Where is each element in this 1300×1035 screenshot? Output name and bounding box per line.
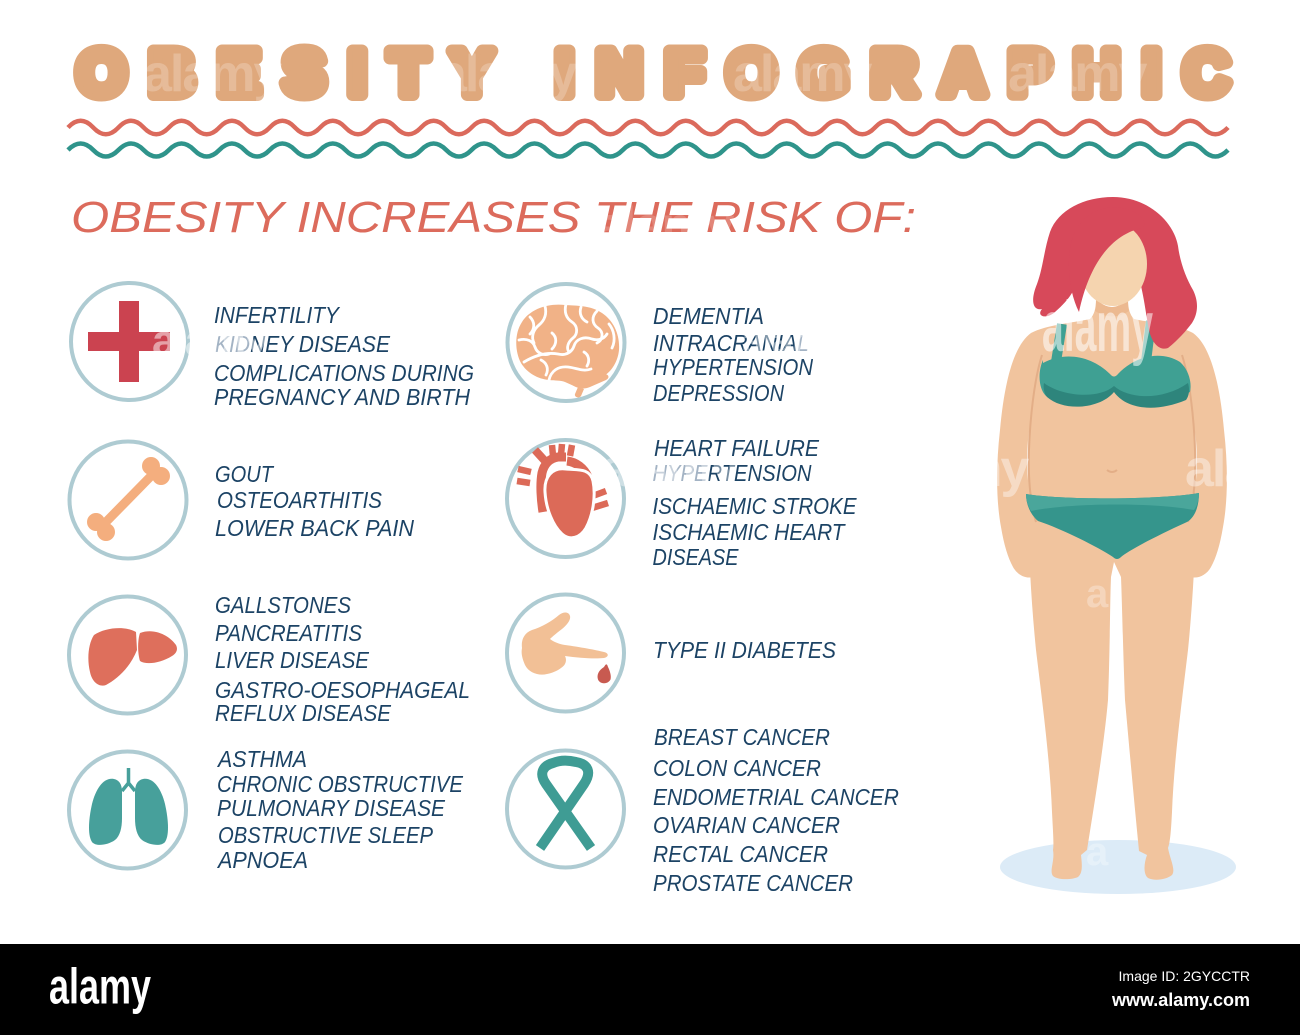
svg-text:OBESITY INCREASES THE RISK OF:: OBESITY INCREASES THE RISK OF: [71, 193, 916, 242]
svg-text:ISCHAEMIC HEART: ISCHAEMIC HEART [653, 519, 846, 545]
svg-text:PROSTATE CANCER: PROSTATE CANCER [653, 870, 853, 896]
svg-text:OSTEOARTHITIS: OSTEOARTHITIS [217, 487, 382, 513]
svg-text:DISEASE: DISEASE [653, 544, 739, 570]
svg-text:GASTRO-OESOPHAGEAL: GASTRO-OESOPHAGEAL [215, 677, 470, 703]
svg-text:INFERTILITY: INFERTILITY [214, 302, 341, 328]
svg-text:GALLSTONES: GALLSTONES [215, 592, 351, 618]
svg-text:HEART FAILURE: HEART FAILURE [654, 435, 819, 461]
svg-text:INTRACRANIAL: INTRACRANIAL [653, 330, 809, 356]
svg-text:OVARIAN CANCER: OVARIAN CANCER [653, 812, 840, 838]
svg-text:ISCHAEMIC STROKE: ISCHAEMIC STROKE [653, 493, 857, 519]
svg-text:OBSTRUCTIVE SLEEP: OBSTRUCTIVE SLEEP [218, 822, 433, 848]
svg-text:PULMONARY DISEASE: PULMONARY DISEASE [217, 795, 445, 821]
svg-text:HYPERTENSION: HYPERTENSION [653, 460, 812, 486]
svg-text:COLON CANCER: COLON CANCER [653, 755, 821, 781]
svg-text:COMPLICATIONS DURING: COMPLICATIONS DURING [214, 360, 474, 386]
svg-text:GOUT: GOUT [215, 461, 274, 487]
svg-text:REFLUX DISEASE: REFLUX DISEASE [215, 700, 391, 726]
svg-text:BREAST CANCER: BREAST CANCER [654, 724, 830, 750]
svg-text:PREGNANCY AND BIRTH: PREGNANCY AND BIRTH [214, 384, 470, 410]
svg-text:LIVER DISEASE: LIVER DISEASE [215, 647, 369, 673]
svg-text:APNOEA: APNOEA [216, 847, 308, 873]
svg-text:TYPE II DIABETES: TYPE II DIABETES [653, 637, 836, 663]
svg-text:CHRONIC OBSTRUCTIVE: CHRONIC OBSTRUCTIVE [217, 771, 463, 797]
svg-text:LOWER BACK PAIN: LOWER BACK PAIN [215, 515, 414, 541]
svg-text:DEPRESSION: DEPRESSION [653, 380, 784, 406]
svg-text:RECTAL CANCER: RECTAL CANCER [653, 841, 828, 867]
svg-text:ASTHMA: ASTHMA [216, 746, 307, 772]
svg-text:alamy: alamy [49, 959, 151, 1015]
svg-text:KIDNEY DISEASE: KIDNEY DISEASE [215, 331, 390, 357]
svg-text:alamy: alamy [1042, 288, 1153, 367]
svg-text:PANCREATITIS: PANCREATITIS [215, 620, 362, 646]
svg-text:HYPERTENSION: HYPERTENSION [653, 354, 813, 380]
svg-text:ENDOMETRIAL CANCER: ENDOMETRIAL CANCER [653, 784, 899, 810]
svg-text:DEMENTIA: DEMENTIA [653, 303, 764, 329]
